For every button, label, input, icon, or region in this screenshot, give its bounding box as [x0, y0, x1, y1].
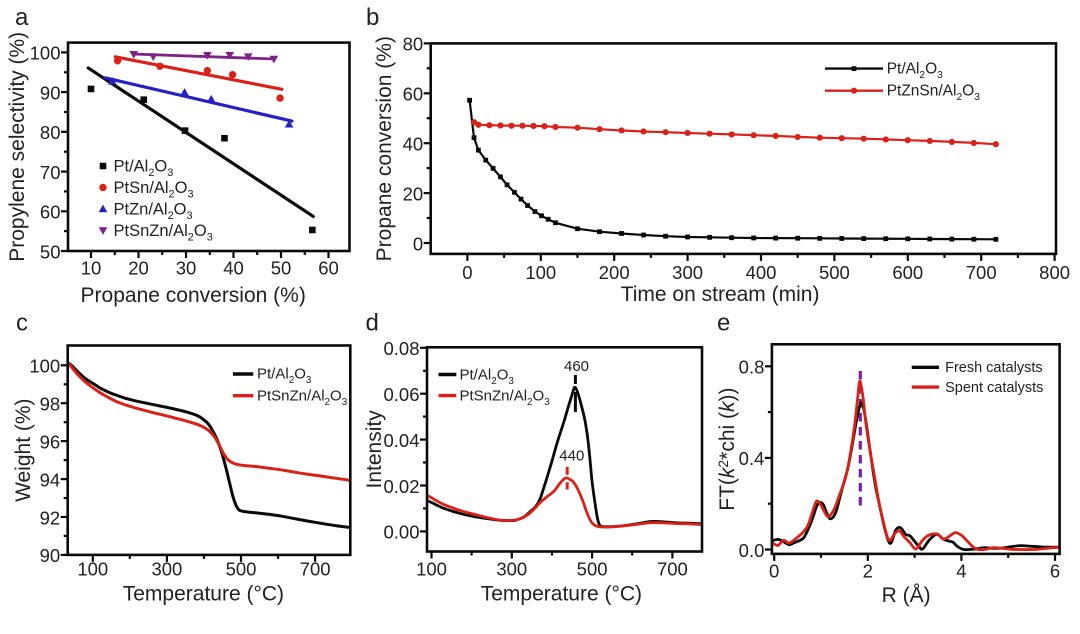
svg-text:40: 40 — [403, 134, 424, 155]
svg-text:Temperature (°C): Temperature (°C) — [481, 583, 642, 606]
svg-text:e: e — [717, 310, 730, 337]
svg-text:440: 440 — [559, 448, 584, 465]
svg-text:60: 60 — [40, 202, 61, 223]
svg-text:Propane conversion (%): Propane conversion (%) — [373, 36, 396, 261]
svg-text:460: 460 — [564, 358, 589, 375]
svg-text:Temperature (°C): Temperature (°C) — [123, 583, 284, 606]
svg-text:94: 94 — [40, 469, 61, 490]
svg-text:0: 0 — [413, 233, 423, 254]
svg-text:60: 60 — [403, 84, 424, 105]
svg-text:PtZn/Al2O3: PtZn/Al2O3 — [114, 201, 193, 223]
svg-text:Pt/Al2O3: Pt/Al2O3 — [257, 366, 312, 387]
svg-text:700: 700 — [966, 262, 997, 283]
svg-text:2: 2 — [863, 561, 873, 582]
svg-text:50: 50 — [271, 258, 292, 279]
svg-text:FT(k2*chi (k)): FT(k2*chi (k)) — [715, 387, 739, 510]
svg-text:PtSnZn/Al2O3: PtSnZn/Al2O3 — [257, 387, 348, 408]
svg-text:700: 700 — [657, 559, 688, 580]
svg-text:90: 90 — [40, 82, 61, 103]
svg-text:60: 60 — [318, 258, 339, 279]
svg-text:0.00: 0.00 — [383, 522, 419, 543]
svg-text:500: 500 — [577, 559, 608, 580]
svg-text:800: 800 — [1039, 262, 1070, 283]
svg-text:c: c — [16, 310, 28, 337]
svg-text:20: 20 — [403, 183, 424, 204]
svg-text:R (Å): R (Å) — [882, 584, 931, 607]
svg-text:Intensity: Intensity — [363, 410, 386, 489]
svg-text:Time on stream (min): Time on stream (min) — [621, 283, 820, 306]
svg-text:0.06: 0.06 — [383, 384, 419, 405]
svg-text:0.08: 0.08 — [383, 338, 419, 359]
svg-text:500: 500 — [226, 559, 257, 580]
svg-text:50: 50 — [40, 241, 61, 262]
svg-text:Fresh catalysts: Fresh catalysts — [945, 360, 1043, 376]
svg-text:0.02: 0.02 — [383, 476, 419, 497]
svg-text:PtSn/Al2O3: PtSn/Al2O3 — [114, 179, 194, 201]
svg-text:0.0: 0.0 — [739, 540, 765, 561]
svg-text:0: 0 — [769, 561, 779, 582]
svg-text:40: 40 — [223, 258, 244, 279]
svg-text:100: 100 — [29, 356, 60, 377]
svg-text:10: 10 — [81, 258, 102, 279]
svg-text:PtZnSn/Al2O3: PtZnSn/Al2O3 — [887, 83, 981, 104]
svg-text:400: 400 — [746, 262, 777, 283]
svg-text:600: 600 — [892, 262, 923, 283]
svg-text:100: 100 — [525, 262, 556, 283]
svg-text:98: 98 — [40, 394, 61, 415]
svg-text:70: 70 — [40, 162, 61, 183]
svg-text:0.04: 0.04 — [383, 430, 419, 451]
svg-text:100: 100 — [30, 43, 61, 64]
svg-text:4: 4 — [956, 561, 966, 582]
svg-text:PtSnZn/Al2O3: PtSnZn/Al2O3 — [114, 222, 213, 244]
svg-text:b: b — [366, 4, 379, 31]
svg-text:20: 20 — [128, 258, 149, 279]
svg-text:Weight (%): Weight (%) — [12, 398, 35, 501]
svg-text:96: 96 — [40, 431, 61, 452]
svg-text:300: 300 — [672, 262, 703, 283]
svg-text:Pt/Al2O3: Pt/Al2O3 — [460, 366, 515, 387]
svg-text:Pt/Al2O3: Pt/Al2O3 — [887, 61, 943, 82]
svg-text:Pt/Al2O3: Pt/Al2O3 — [114, 158, 174, 180]
svg-text:100: 100 — [77, 559, 108, 580]
svg-text:100: 100 — [416, 559, 447, 580]
svg-text:Propane conversion (%): Propane conversion (%) — [81, 284, 306, 307]
svg-text:700: 700 — [300, 559, 331, 580]
svg-text:300: 300 — [496, 559, 527, 580]
svg-text:80: 80 — [40, 122, 61, 143]
svg-text:30: 30 — [176, 258, 197, 279]
svg-text:500: 500 — [819, 262, 850, 283]
svg-text:a: a — [15, 4, 29, 31]
svg-text:200: 200 — [599, 262, 630, 283]
svg-text:0.4: 0.4 — [739, 448, 765, 469]
svg-text:0: 0 — [462, 262, 472, 283]
svg-text:0.8: 0.8 — [739, 357, 765, 378]
svg-text:80: 80 — [403, 34, 424, 55]
svg-text:300: 300 — [151, 559, 182, 580]
svg-text:d: d — [366, 310, 379, 337]
svg-text:6: 6 — [1050, 561, 1060, 582]
svg-text:Spent catalysts: Spent catalysts — [945, 380, 1043, 396]
svg-text:90: 90 — [40, 545, 61, 566]
svg-text:92: 92 — [40, 507, 61, 528]
svg-text:Propylene selectivity (%): Propylene selectivity (%) — [6, 32, 29, 262]
svg-text:PtSnZn/Al2O3: PtSnZn/Al2O3 — [460, 388, 551, 409]
